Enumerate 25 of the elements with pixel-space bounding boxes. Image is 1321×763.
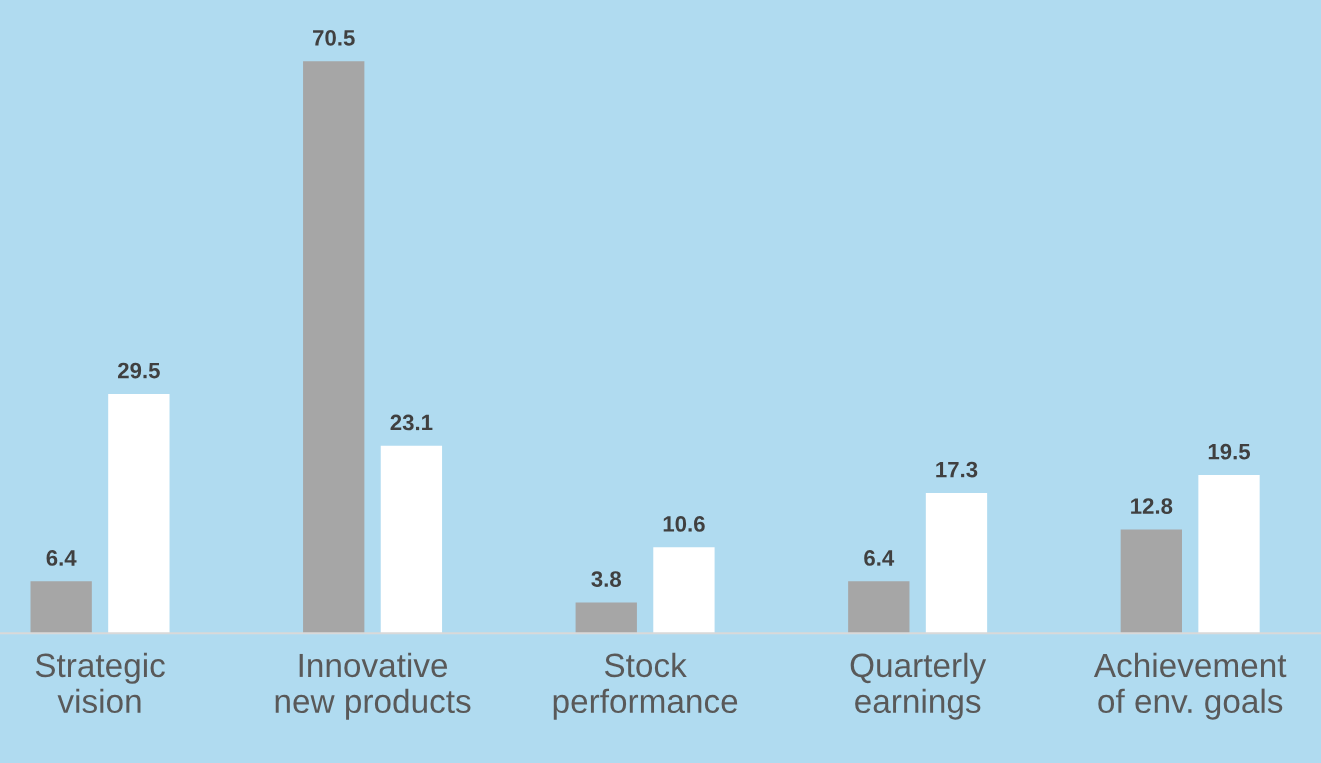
x-tick-label: Innovative new products	[275, 652, 471, 720]
data-label: 6.4	[864, 550, 895, 566]
bar	[848, 581, 910, 634]
data-label: 19.5	[1208, 443, 1251, 460]
bar	[30, 581, 92, 634]
bar	[303, 61, 365, 634]
bar	[380, 445, 443, 634]
x-tick-label: Achievement of env. goals	[1093, 652, 1287, 720]
x-tick-label: Strategic vision	[35, 652, 165, 714]
data-label: 3.8	[591, 571, 622, 587]
data-label: 70.5	[313, 29, 355, 46]
data-label: 10.6	[663, 516, 705, 532]
data-label: 6.4	[46, 550, 77, 566]
data-label: 12.8	[1131, 498, 1173, 514]
bar	[1120, 529, 1182, 634]
data-label: 29.5	[118, 362, 160, 379]
bar	[1198, 475, 1260, 634]
x-tick-label: Stock performance	[553, 652, 738, 720]
bar	[108, 393, 170, 634]
data-label: 17.3	[936, 461, 978, 478]
bar	[653, 547, 715, 634]
bar	[925, 492, 988, 634]
x-tick-label: Quarterly earnings	[850, 652, 987, 720]
bar	[575, 602, 637, 634]
data-label: 23.1	[390, 414, 433, 431]
